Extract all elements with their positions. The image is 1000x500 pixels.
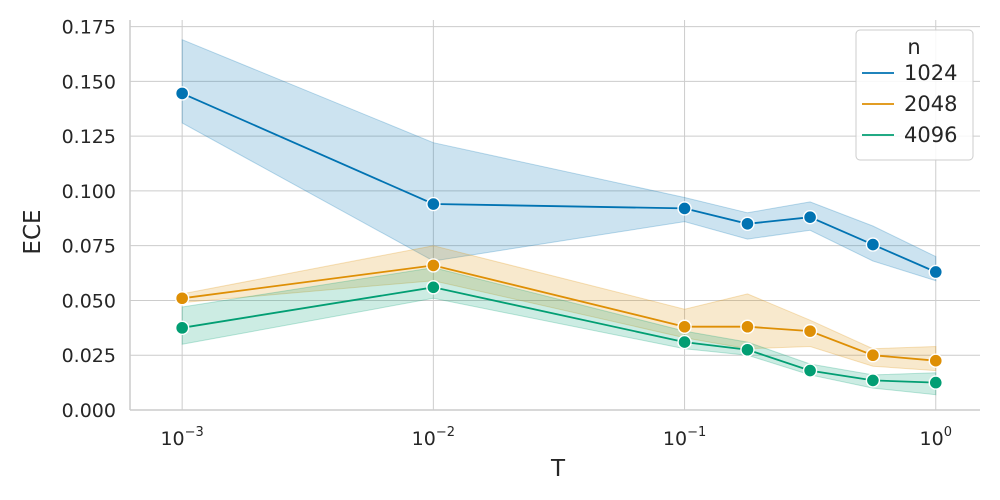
data-point-1024 bbox=[740, 216, 755, 231]
data-point-1024 bbox=[174, 86, 190, 101]
y-tick-label: 0.100 bbox=[62, 181, 116, 203]
data-point-4096 bbox=[426, 280, 441, 295]
data-point-4096 bbox=[677, 334, 692, 350]
data-point-2048 bbox=[928, 353, 943, 368]
legend-label-1024: 1024 bbox=[904, 61, 957, 85]
data-point-1024 bbox=[802, 209, 818, 225]
x-tick-label: 100 bbox=[920, 425, 952, 450]
y-tick-label: 0.000 bbox=[62, 400, 116, 422]
y-tick-labels: 0.000 0.025 0.050 0.075 0.100 0.125 0.150 0.175 bbox=[62, 17, 116, 422]
y-tick-label: 0.125 bbox=[62, 126, 116, 148]
y-tick-label: 0.075 bbox=[62, 236, 116, 258]
y-axis-label: ECE bbox=[20, 209, 46, 254]
data-point-1024 bbox=[677, 201, 692, 216]
legend-label-2048: 2048 bbox=[904, 92, 957, 116]
legend: n 1024 2048 4096 bbox=[855, 29, 974, 161]
axis-spines bbox=[129, 20, 980, 411]
legend-title: n bbox=[907, 35, 920, 59]
data-point-2048 bbox=[740, 319, 755, 334]
data-point-1024 bbox=[928, 264, 943, 280]
x-tick-label: 10−2 bbox=[412, 425, 455, 450]
legend-box bbox=[855, 29, 974, 161]
data-point-1024 bbox=[426, 196, 441, 212]
data-point-2048 bbox=[802, 323, 818, 339]
data-point-1024 bbox=[865, 237, 881, 252]
y-tick-label: 0.175 bbox=[62, 17, 116, 39]
series-markers bbox=[174, 86, 943, 390]
x-tick-labels: 10−3 10−2 10−1 100 bbox=[160, 425, 952, 450]
x-tick-label: 10−1 bbox=[663, 425, 706, 450]
y-tick-label: 0.025 bbox=[62, 345, 116, 367]
data-point-4096 bbox=[928, 375, 943, 390]
legend-items: 1024 2048 4096 bbox=[862, 61, 957, 147]
plot-background bbox=[130, 20, 980, 410]
x-axis-label: T bbox=[550, 456, 566, 482]
data-point-4096 bbox=[865, 373, 881, 388]
data-point-4096 bbox=[740, 342, 755, 357]
confidence-band-2048 bbox=[181, 245, 937, 372]
data-point-4096 bbox=[174, 320, 190, 336]
data-point-2048 bbox=[426, 258, 441, 273]
data-point-2048 bbox=[677, 319, 692, 334]
data-point-2048 bbox=[865, 348, 881, 363]
data-point-4096 bbox=[802, 363, 818, 378]
x-tick-label: 10−3 bbox=[160, 425, 203, 450]
legend-label-4096: 4096 bbox=[904, 123, 957, 147]
data-point-2048 bbox=[174, 291, 190, 306]
confidence-band-4096 bbox=[181, 267, 937, 396]
y-tick-label: 0.050 bbox=[62, 290, 116, 312]
y-tick-label: 0.150 bbox=[62, 71, 116, 93]
